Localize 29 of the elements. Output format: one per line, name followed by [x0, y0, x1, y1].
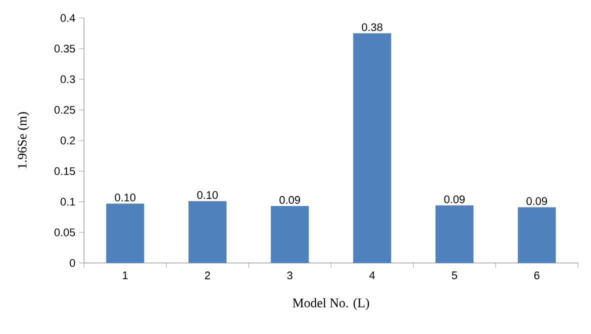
x-tick-label: 4	[369, 272, 375, 280]
x-axis-title: Model No. (L)	[292, 298, 370, 310]
y-tick-label: 0.1	[60, 198, 75, 206]
y-tick-label: 0.05	[54, 228, 76, 236]
data-label: 0.10	[197, 191, 218, 199]
data-label: 0.09	[526, 197, 548, 206]
x-tick-label: 2	[204, 272, 210, 280]
data-label: 0.38	[362, 23, 382, 32]
y-tick-label: 0.35	[54, 44, 76, 53]
x-tick-label: 3	[287, 272, 292, 280]
bar	[435, 205, 474, 263]
bar	[353, 33, 392, 263]
bar	[106, 204, 144, 263]
y-tick-label: 0.25	[54, 106, 76, 114]
data-label: 0.09	[444, 195, 465, 204]
y-axis-title: 1.96Se (m)	[17, 112, 30, 168]
y-tick-label: 0.3	[60, 75, 75, 84]
y-tick-label: 0.4	[60, 14, 76, 22]
data-label: 0.10	[114, 194, 136, 202]
y-tick-label: 0.2	[60, 136, 75, 144]
bar	[518, 207, 556, 263]
x-tick-label: 6	[534, 272, 540, 280]
bar	[188, 201, 226, 263]
y-tick-label: 0.15	[54, 167, 76, 176]
x-tick-label: 5	[452, 272, 458, 280]
y-tick-label: 0	[70, 259, 76, 267]
bar	[270, 206, 309, 263]
x-tick-label: 1	[122, 272, 128, 280]
data-label: 0.09	[280, 196, 300, 204]
